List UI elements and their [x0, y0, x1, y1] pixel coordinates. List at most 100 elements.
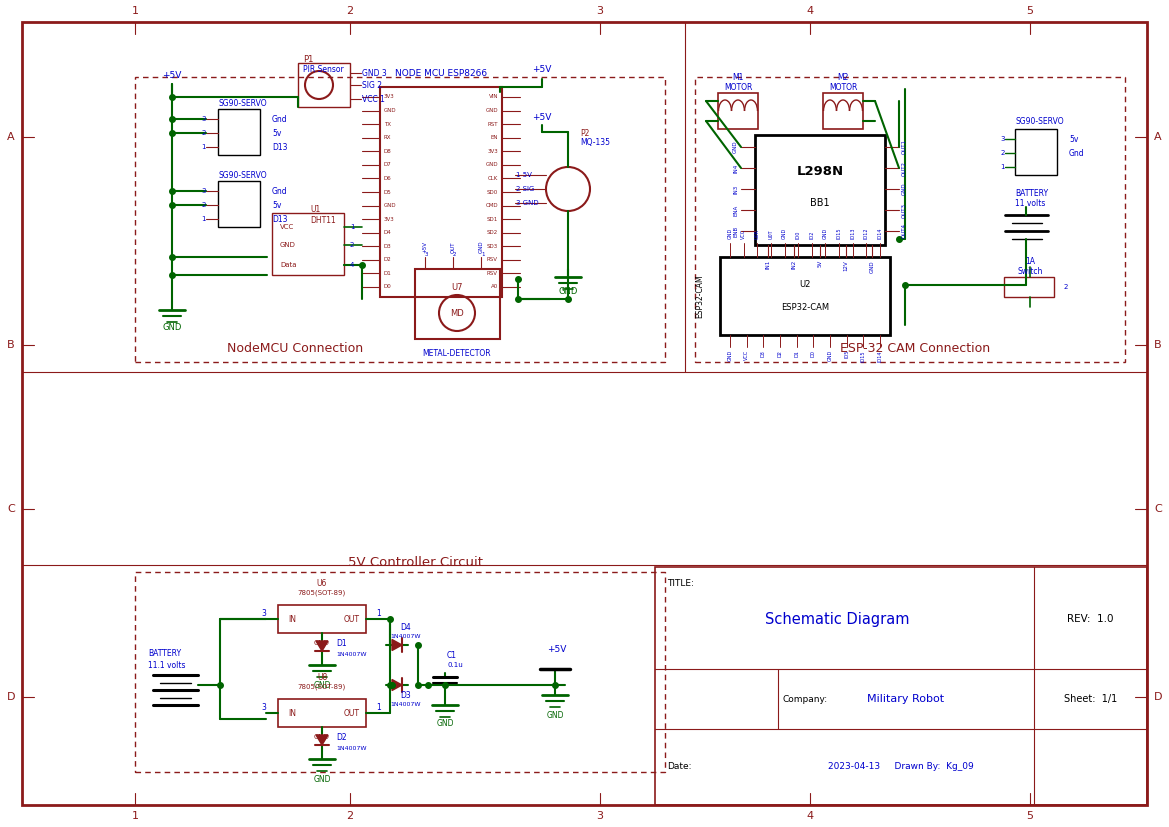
- Polygon shape: [392, 680, 402, 691]
- Text: GND: GND: [782, 227, 787, 239]
- Text: 5V Controller Circuit: 5V Controller Circuit: [347, 556, 483, 568]
- Text: GND: GND: [314, 734, 330, 740]
- Text: ENB: ENB: [733, 226, 738, 237]
- Text: 1: 1: [376, 609, 381, 618]
- Text: NODE MCU ESP8266: NODE MCU ESP8266: [395, 69, 487, 78]
- Text: GND: GND: [828, 350, 832, 361]
- Text: SG90-SERVO: SG90-SERVO: [1015, 117, 1064, 126]
- Text: SIG 2: SIG 2: [362, 80, 382, 89]
- Text: GND: GND: [485, 108, 498, 113]
- Text: M2: M2: [837, 73, 849, 82]
- Text: +5V: +5V: [422, 241, 428, 253]
- Text: 5: 5: [1026, 6, 1033, 16]
- Text: GND: GND: [727, 227, 733, 239]
- Text: Date:: Date:: [667, 762, 692, 772]
- Text: 3: 3: [426, 251, 429, 256]
- Bar: [380, 87, 502, 297]
- Text: MQ-135: MQ-135: [580, 138, 610, 147]
- Text: RST: RST: [487, 122, 498, 127]
- Text: 4: 4: [807, 6, 814, 16]
- Text: BATTERY: BATTERY: [148, 649, 181, 658]
- Text: D4: D4: [383, 230, 392, 235]
- Text: MD: MD: [450, 308, 464, 318]
- Text: 11 volts: 11 volts: [1015, 198, 1045, 208]
- Text: U6: U6: [317, 579, 327, 587]
- Text: D1: D1: [794, 350, 800, 357]
- Text: P1: P1: [303, 55, 313, 64]
- Text: GND: GND: [823, 227, 828, 239]
- Text: Gnd: Gnd: [272, 114, 288, 123]
- Text: BATTERY: BATTERY: [1015, 189, 1049, 198]
- Text: PIR Sensor: PIR Sensor: [303, 65, 344, 74]
- Text: OUT2: OUT2: [902, 160, 907, 175]
- Text: 3V3: 3V3: [383, 217, 395, 222]
- Text: IN2: IN2: [791, 260, 796, 270]
- Text: OUT1: OUT1: [902, 140, 907, 155]
- Text: VCC: VCC: [745, 350, 749, 360]
- Text: 1 5V: 1 5V: [516, 172, 532, 178]
- Text: GND: GND: [902, 183, 907, 195]
- Text: SG90-SERVO: SG90-SERVO: [217, 98, 267, 108]
- Text: D8: D8: [383, 149, 392, 154]
- Text: 2023-04-13     Drawn By:  Kg_09: 2023-04-13 Drawn By: Kg_09: [828, 762, 974, 772]
- Text: SD3: SD3: [486, 244, 498, 249]
- Text: C: C: [7, 504, 15, 514]
- Bar: [415, 269, 500, 339]
- Text: D3: D3: [401, 691, 411, 700]
- Text: D0: D0: [811, 350, 816, 357]
- Text: D13: D13: [272, 142, 288, 151]
- Text: 5: 5: [1026, 811, 1033, 821]
- Bar: [272, 213, 344, 275]
- Text: 4: 4: [807, 811, 814, 821]
- Text: GND: GND: [281, 242, 296, 248]
- Text: B: B: [7, 340, 15, 350]
- Text: 2: 2: [346, 811, 353, 821]
- Polygon shape: [316, 641, 328, 651]
- Text: C: C: [1154, 504, 1162, 514]
- Text: IO15: IO15: [837, 227, 842, 239]
- Text: SG90-SERVO: SG90-SERVO: [217, 170, 267, 179]
- Text: GND 3: GND 3: [362, 69, 387, 78]
- Text: Military Robot: Military Robot: [867, 694, 945, 704]
- Text: GND: GND: [162, 323, 181, 332]
- Text: 2: 2: [201, 202, 206, 208]
- Text: IN: IN: [288, 614, 296, 624]
- Text: U0R: U0R: [755, 229, 760, 239]
- Polygon shape: [316, 735, 328, 745]
- Text: OUT: OUT: [450, 241, 456, 253]
- Text: A: A: [1154, 132, 1162, 142]
- Text: D7: D7: [383, 162, 392, 167]
- Text: 3: 3: [596, 6, 603, 16]
- Bar: [217, 109, 260, 155]
- Text: D: D: [7, 692, 15, 702]
- Text: 3V3: 3V3: [487, 149, 498, 154]
- Text: VCC: VCC: [741, 229, 746, 239]
- Text: 1A: 1A: [1025, 256, 1035, 265]
- Text: 3: 3: [261, 702, 267, 711]
- Text: 5V: 5V: [817, 260, 823, 267]
- Text: D1: D1: [383, 271, 392, 276]
- Bar: [1015, 129, 1057, 175]
- Text: MOTOR: MOTOR: [724, 83, 752, 92]
- Text: D5: D5: [383, 189, 392, 194]
- Text: D6: D6: [383, 176, 392, 181]
- Text: OUT4: OUT4: [902, 223, 907, 238]
- Text: +5V: +5V: [547, 644, 567, 653]
- Text: 2: 2: [350, 242, 354, 248]
- Text: OUT3: OUT3: [902, 203, 907, 218]
- Text: +5V: +5V: [532, 112, 552, 122]
- Text: 7805(SOT-89): 7805(SOT-89): [298, 684, 346, 691]
- Text: A0: A0: [491, 284, 498, 289]
- Text: GND: GND: [733, 141, 738, 153]
- Bar: [134, 572, 665, 772]
- Text: RX: RX: [383, 135, 392, 141]
- Text: IO0: IO0: [796, 231, 801, 239]
- Bar: [720, 257, 890, 335]
- Text: 1: 1: [350, 224, 354, 230]
- Text: IN3: IN3: [733, 184, 738, 194]
- Text: 5v: 5v: [272, 200, 282, 209]
- Bar: [278, 699, 366, 727]
- Text: B: B: [1154, 340, 1162, 350]
- Text: 1: 1: [131, 811, 138, 821]
- Text: TITLE:: TITLE:: [667, 579, 694, 587]
